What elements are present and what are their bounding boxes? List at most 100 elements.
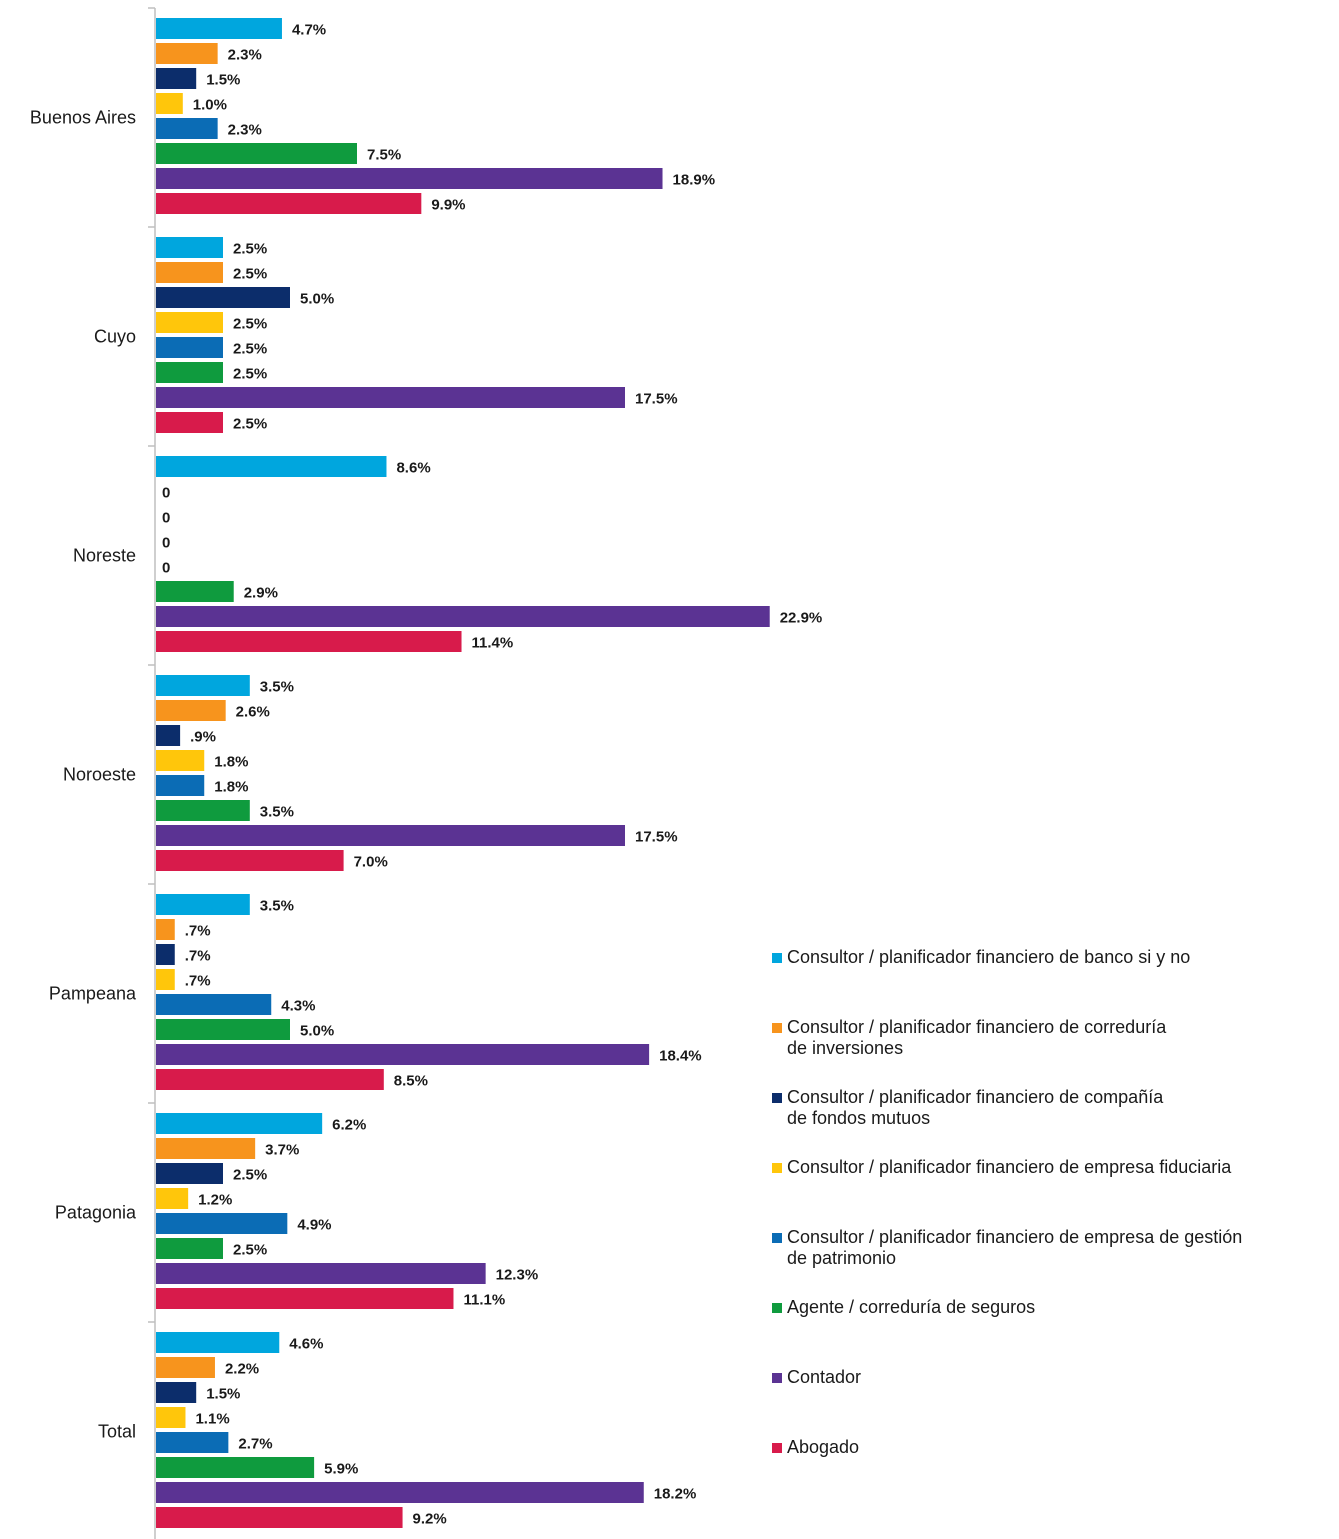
data-label-buenos-aires-series-1: 4.7%: [292, 22, 326, 39]
bar-patagonia-series-8: [156, 1288, 454, 1309]
data-label-pampeana-series-7: 18.4%: [659, 1048, 702, 1065]
bar-noreste-series-8: [156, 631, 462, 652]
data-label-pampeana-series-5: 4.3%: [281, 998, 315, 1015]
bar-pampeana-series-3: [156, 944, 175, 965]
data-label-noroeste-series-1: 3.5%: [260, 679, 294, 696]
data-label-noreste-series-6: 2.9%: [244, 585, 278, 602]
bar-buenos-aires-series-6: [156, 143, 357, 164]
bar-patagonia-series-4: [156, 1188, 189, 1209]
category-label-noroeste: Noroeste: [63, 765, 136, 785]
bar-cuyo-series-2: [156, 262, 223, 283]
data-label-cuyo-series-2: 2.5%: [233, 266, 267, 283]
bar-total-series-5: [156, 1432, 229, 1453]
legend-swatch: [772, 1023, 782, 1033]
bar-patagonia-series-1: [156, 1113, 323, 1134]
legend-item-4: Consultor / planificador financiero de e…: [772, 1157, 1231, 1178]
legend-swatch: [772, 1303, 782, 1313]
legend-label: Contador: [787, 1367, 862, 1387]
bar-noreste-series-1: [156, 456, 387, 477]
bar-noreste-series-6: [156, 581, 234, 602]
data-label-pampeana-series-4: .7%: [185, 973, 211, 990]
data-label-total-series-1: 4.6%: [289, 1336, 323, 1353]
bar-total-series-6: [156, 1457, 315, 1478]
data-label-total-series-3: 1.5%: [206, 1386, 240, 1403]
legend-item-6: Agente / correduría de seguros: [772, 1297, 1035, 1318]
bar-noroeste-series-5: [156, 775, 205, 796]
data-label-buenos-aires-series-4: 1.0%: [193, 97, 227, 114]
bar-buenos-aires-series-4: [156, 93, 183, 114]
bar-cuyo-series-1: [156, 237, 223, 258]
legend-swatch: [772, 1093, 782, 1103]
category-label-buenos-aires: Buenos Aires: [30, 108, 136, 128]
bar-total-series-7: [156, 1482, 644, 1503]
bar-noroeste-series-8: [156, 850, 344, 871]
category-label-pampeana: Pampeana: [49, 984, 137, 1004]
bar-noroeste-series-4: [156, 750, 205, 771]
data-label-patagonia-series-7: 12.3%: [496, 1267, 539, 1284]
data-label-total-series-4: 1.1%: [195, 1411, 229, 1428]
bar-total-series-3: [156, 1382, 197, 1403]
bar-cuyo-series-7: [156, 387, 625, 408]
data-label-total-series-6: 5.9%: [324, 1461, 358, 1478]
data-label-noroeste-series-2: 2.6%: [236, 704, 270, 721]
bar-cuyo-series-6: [156, 362, 223, 383]
data-label-cuyo-series-8: 2.5%: [233, 416, 267, 433]
legend-label: Consultor / planificador financiero de e…: [787, 1227, 1243, 1268]
data-label-cuyo-series-7: 17.5%: [635, 391, 678, 408]
data-label-pampeana-series-6: 5.0%: [300, 1023, 334, 1040]
bar-cuyo-series-3: [156, 287, 290, 308]
bar-cuyo-series-4: [156, 312, 223, 333]
bar-pampeana-series-1: [156, 894, 250, 915]
data-label-cuyo-series-5: 2.5%: [233, 341, 267, 358]
bar-noroeste-series-7: [156, 825, 625, 846]
data-label-buenos-aires-series-8: 9.9%: [431, 197, 465, 214]
data-label-pampeana-series-8: 8.5%: [394, 1073, 428, 1090]
legend-label: Consultor / planificador financiero de e…: [787, 1157, 1232, 1177]
data-label-pampeana-series-1: 3.5%: [260, 898, 294, 915]
bar-buenos-aires-series-1: [156, 18, 282, 39]
data-label-buenos-aires-series-7: 18.9%: [673, 172, 716, 189]
data-label-noreste-series-8: 11.4%: [472, 635, 514, 652]
data-label-patagonia-series-5: 4.9%: [297, 1217, 331, 1234]
bar-noreste-series-7: [156, 606, 770, 627]
bar-noroeste-series-3: [156, 725, 181, 746]
data-label-noroeste-series-5: 1.8%: [214, 779, 248, 796]
data-label-buenos-aires-series-5: 2.3%: [228, 122, 262, 139]
data-label-cuyo-series-6: 2.5%: [233, 366, 267, 383]
bar-buenos-aires-series-3: [156, 68, 197, 89]
bar-patagonia-series-6: [156, 1238, 223, 1259]
bar-pampeana-series-6: [156, 1019, 290, 1040]
bar-buenos-aires-series-8: [156, 193, 422, 214]
legend-label: Agente / correduría de seguros: [787, 1297, 1036, 1317]
data-label-patagonia-series-8: 11.1%: [463, 1292, 505, 1309]
legend-swatch: [772, 1373, 782, 1383]
bar-pampeana-series-2: [156, 919, 175, 940]
bar-patagonia-series-3: [156, 1163, 223, 1184]
legend-label: Consultor / planificador financiero de c…: [787, 1087, 1164, 1128]
bar-patagonia-series-7: [156, 1263, 486, 1284]
data-label-cuyo-series-1: 2.5%: [233, 241, 267, 258]
bar-pampeana-series-8: [156, 1069, 384, 1090]
data-label-noroeste-series-4: 1.8%: [214, 754, 248, 771]
legend-item-8: Abogado: [772, 1437, 859, 1458]
bar-patagonia-series-5: [156, 1213, 288, 1234]
legend-item-2: Consultor / planificador financiero de c…: [772, 1017, 1166, 1059]
bar-noroeste-series-1: [156, 675, 250, 696]
legend-label: Consultor / planificador financiero de c…: [787, 1017, 1167, 1058]
data-label-noroeste-series-6: 3.5%: [260, 804, 294, 821]
category-label-patagonia: Patagonia: [55, 1203, 137, 1223]
legend-label: Consultor / planificador financiero de b…: [787, 947, 1191, 967]
data-label-patagonia-series-3: 2.5%: [233, 1167, 267, 1184]
data-label-noroeste-series-3: .9%: [190, 729, 216, 746]
bar-patagonia-series-2: [156, 1138, 256, 1159]
data-label-total-series-8: 9.2%: [413, 1511, 447, 1528]
data-label-noreste-series-4: 0: [162, 535, 170, 552]
data-label-total-series-7: 18.2%: [654, 1486, 697, 1503]
data-label-total-series-2: 2.2%: [225, 1361, 259, 1378]
data-label-noroeste-series-8: 7.0%: [354, 854, 388, 871]
legend-swatch: [772, 1233, 782, 1243]
legend-item-3: Consultor / planificador financiero de c…: [772, 1087, 1163, 1129]
data-label-patagonia-series-6: 2.5%: [233, 1242, 267, 1259]
bar-cuyo-series-5: [156, 337, 223, 358]
